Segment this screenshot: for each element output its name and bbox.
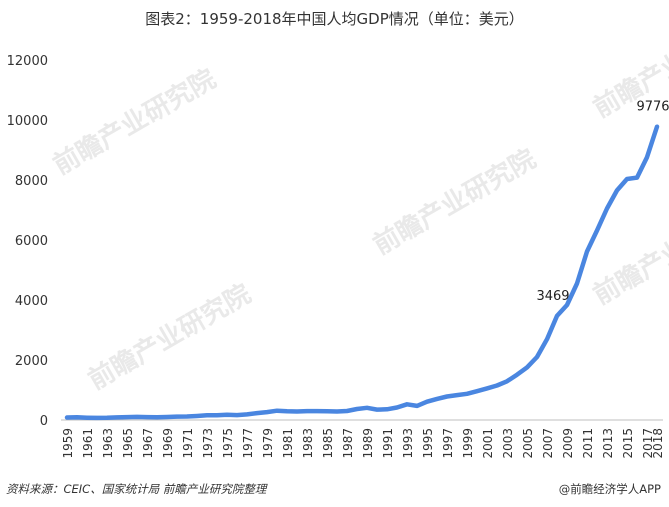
x-tick-label: 1993 — [401, 428, 415, 459]
x-tick-label: 1961 — [81, 428, 95, 459]
x-tick-label: 2017 — [641, 428, 655, 459]
x-tick-label: 1975 — [221, 428, 235, 459]
x-tick-label: 2005 — [521, 428, 535, 459]
brand-credit: @前瞻经济学人APP — [558, 482, 661, 496]
watermark-text: 前瞻产业研究院 — [83, 278, 256, 396]
x-tick-label: 1991 — [381, 428, 395, 459]
x-tick-label: 1999 — [461, 428, 475, 459]
x-tick-label: 2013 — [601, 428, 615, 459]
y-tick-label: 0 — [40, 414, 48, 429]
x-tick-label: 1965 — [121, 428, 135, 459]
chart-title: 图表2：1959-2018年中国人均GDP情况（单位：美元） — [145, 10, 524, 28]
x-tick-label: 2011 — [581, 428, 595, 459]
x-tick-label: 1989 — [361, 428, 375, 459]
x-tick-label: 2015 — [621, 428, 635, 459]
x-tick-label: 1985 — [321, 428, 335, 459]
y-tick-label: 12000 — [7, 54, 48, 69]
y-tick-label: 4000 — [15, 294, 48, 309]
x-tick-label: 1969 — [161, 428, 175, 459]
x-tick-label: 1963 — [101, 428, 115, 459]
x-tick-label: 2018 — [651, 428, 665, 459]
x-axis-ticks: 1959 1961 1963 1965 1967 1969 1971 1973 1975 1977… — [61, 428, 665, 459]
y-axis-ticks: 0 2000 4000 6000 8000 10000 12000 — [7, 54, 48, 429]
source-note: 资料来源：CEIC、国家统计局 前瞻产业研究院整理 — [6, 482, 267, 496]
watermark-text: 前瞻产业研究院 — [588, 193, 669, 311]
x-tick-label: 1983 — [301, 428, 315, 459]
x-tick-label: 1997 — [441, 428, 455, 459]
data-label: 3469 — [536, 289, 569, 304]
x-tick-label: 1959 — [61, 428, 75, 459]
y-tick-label: 8000 — [15, 174, 48, 189]
x-tick-label: 1967 — [141, 428, 155, 459]
x-tick-label: 1977 — [241, 428, 255, 459]
x-tick-label: 2009 — [561, 428, 575, 459]
y-tick-label: 6000 — [15, 234, 48, 249]
x-tick-label: 1973 — [201, 428, 215, 459]
x-tick-label: 2001 — [481, 428, 495, 459]
x-tick-label: 2007 — [541, 428, 555, 459]
data-labels: 3469 9776 — [536, 100, 669, 304]
y-tick-label: 2000 — [15, 354, 48, 369]
x-tick-label: 1971 — [181, 428, 195, 459]
x-tick-label: 1981 — [281, 428, 295, 459]
y-tick-label: 10000 — [7, 114, 48, 129]
data-label: 9776 — [636, 100, 669, 115]
series-line — [64, 124, 660, 421]
watermark-text: 前瞻产业研究院 — [368, 143, 541, 261]
x-tick-label: 1995 — [421, 428, 435, 459]
watermark-text: 前瞻产业研究院 — [48, 63, 221, 181]
x-tick-label: 2003 — [501, 428, 515, 459]
x-tick-label: 1987 — [341, 428, 355, 459]
x-tick-label: 1979 — [261, 428, 275, 459]
